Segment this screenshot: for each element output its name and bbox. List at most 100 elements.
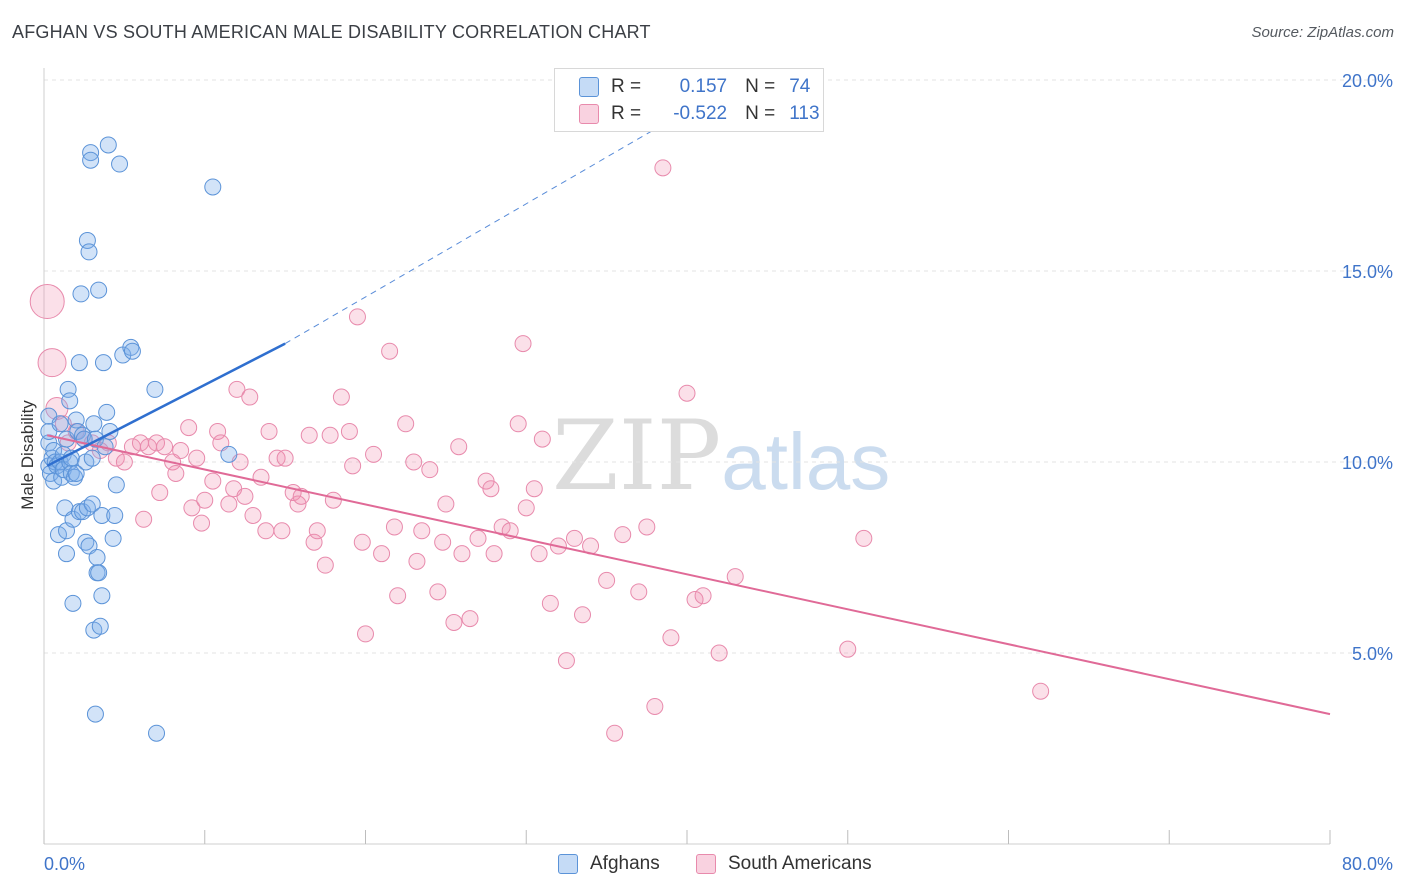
chart-title: AFGHAN VS SOUTH AMERICAN MALE DISABILITY…	[12, 22, 651, 42]
south-american-point	[241, 388, 259, 406]
south-american-point	[180, 419, 198, 437]
south-american-point	[308, 522, 326, 540]
south-american-point	[204, 472, 222, 490]
legend-row-afghans: R = 0.157 N = 74	[579, 75, 810, 99]
south-american-point	[408, 552, 426, 570]
x-tick-label: 80.0%	[1342, 854, 1393, 874]
afghan-point	[86, 705, 104, 723]
south-american-point	[135, 510, 153, 528]
afghan-point	[58, 545, 76, 563]
n-value: 113	[789, 103, 820, 124]
y-tick-label: 20.0%	[1342, 71, 1393, 91]
south-americans-legend-swatch	[696, 854, 716, 874]
afghan-point	[83, 495, 101, 513]
legend-item-south-americans[interactable]: South Americans	[696, 852, 872, 876]
south-american-point	[450, 438, 468, 456]
south-american-point	[385, 518, 403, 536]
south-american-point	[300, 426, 318, 444]
south-american-point	[316, 556, 334, 574]
n-value: 74	[789, 76, 811, 97]
south-american-point	[332, 388, 350, 406]
afghan-point	[104, 529, 122, 547]
afghan-point	[90, 564, 108, 582]
y-tick-label: 15.0%	[1342, 262, 1393, 282]
afghan-point	[106, 506, 124, 524]
south-american-point	[236, 487, 254, 505]
afghans-legend-swatch	[558, 854, 578, 874]
south-americans-trend-line	[47, 434, 1331, 716]
r-value: 0.157	[679, 76, 728, 97]
south-american-point	[365, 445, 383, 463]
south-americans-swatch	[579, 104, 599, 124]
legend-item-afghans[interactable]: Afghans	[558, 852, 660, 876]
south-american-point	[598, 571, 616, 589]
y-tick-label: 5.0%	[1352, 644, 1393, 664]
south-american-point	[29, 284, 65, 320]
afghans-swatch	[579, 77, 599, 97]
correlation-legend: R = 0.157 N = 74 R = -0.522 N = 113	[554, 68, 824, 132]
south-american-point	[482, 480, 500, 498]
south-american-point	[413, 522, 431, 540]
south-american-point	[172, 442, 190, 460]
south-american-point	[220, 495, 238, 513]
afghan-point	[91, 617, 109, 635]
n-label: N =	[745, 76, 776, 97]
south-american-point	[344, 457, 362, 475]
afghan-point	[83, 449, 101, 467]
n-label: N =	[745, 103, 776, 124]
south-american-point	[209, 422, 227, 440]
afghan-point	[64, 594, 82, 612]
south-american-point	[37, 348, 67, 378]
south-american-point	[453, 545, 471, 563]
south-american-point	[710, 644, 728, 662]
legend-row-south-americans: R = -0.522 N = 113	[579, 102, 820, 126]
afghan-point	[88, 549, 106, 566]
r-label: R =	[611, 76, 642, 97]
afghan-point	[93, 506, 111, 524]
south-american-point	[183, 499, 201, 517]
south-american-point	[292, 487, 310, 505]
south-american-point	[321, 426, 339, 444]
south-american-point	[273, 522, 291, 540]
south-american-point	[855, 529, 873, 547]
south-american-point	[156, 438, 174, 456]
afghan-point	[70, 354, 88, 372]
south-american-point	[196, 491, 214, 509]
south-american-point	[646, 697, 664, 715]
south-american-point	[445, 613, 463, 631]
afghan-point	[49, 526, 67, 544]
afghans-trend-extension	[284, 110, 688, 345]
afghan-point	[204, 178, 222, 196]
afghan-point	[67, 464, 85, 482]
afghans-legend-label: Afghans	[590, 853, 660, 874]
south-american-point	[151, 484, 169, 502]
south-american-point	[340, 422, 358, 440]
south-american-point	[397, 415, 415, 433]
south-american-point	[630, 583, 648, 601]
south-american-point	[421, 461, 439, 479]
south-american-point	[260, 422, 278, 440]
south-american-point	[662, 629, 680, 647]
south-american-point	[193, 514, 211, 532]
afghan-point	[82, 151, 100, 169]
afghan-point	[85, 415, 103, 433]
south-american-point	[614, 526, 632, 544]
afghan-point	[90, 281, 108, 299]
south-american-point	[381, 342, 399, 360]
afghan-point	[80, 243, 98, 261]
south-american-point	[557, 652, 575, 670]
south-american-point	[726, 568, 744, 586]
south-american-point	[324, 491, 342, 509]
south-american-point	[530, 545, 548, 563]
south-american-point	[654, 159, 672, 177]
south-american-point	[509, 415, 527, 433]
south-american-point	[353, 533, 371, 551]
south-american-point	[461, 610, 479, 628]
r-value: -0.522	[673, 103, 728, 124]
south-americans-legend-label: South Americans	[728, 853, 872, 874]
afghan-point	[220, 445, 238, 463]
south-american-point	[1032, 682, 1050, 700]
south-american-point	[167, 464, 185, 482]
afghan-point	[94, 354, 112, 372]
south-american-point	[678, 384, 696, 402]
